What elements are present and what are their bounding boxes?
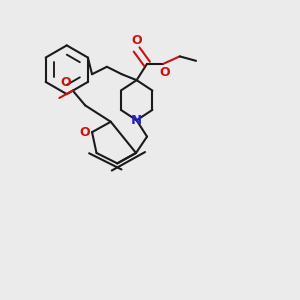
Text: O: O: [79, 126, 90, 139]
Text: O: O: [131, 34, 142, 46]
Text: N: N: [131, 114, 142, 127]
Text: O: O: [61, 76, 71, 89]
Text: O: O: [160, 66, 170, 79]
